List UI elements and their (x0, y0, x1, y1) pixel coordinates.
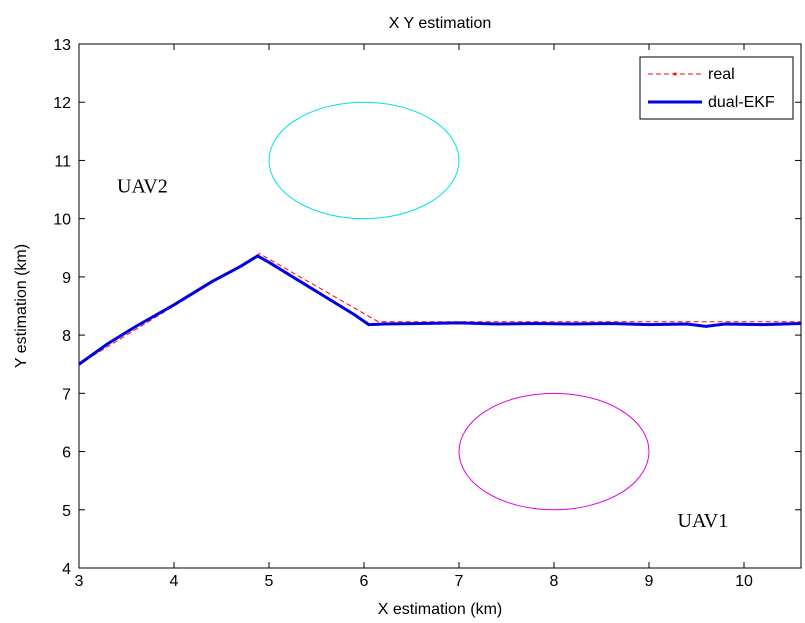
x-tick-label: 4 (170, 573, 179, 590)
x-axis-label: X estimation (km) (378, 601, 502, 618)
legend-dual-ekf-label: dual-EKF (708, 94, 775, 111)
annotations-layer: UAV2 UAV1 (117, 175, 728, 532)
x-tick-label: 5 (265, 573, 274, 590)
y-tick-label: 9 (62, 270, 71, 287)
annotation-uav2: UAV2 (117, 175, 168, 197)
x-tick-label: 9 (645, 573, 654, 590)
x-tick-label: 10 (735, 573, 753, 590)
y-tick-label: 4 (62, 561, 71, 578)
x-tick-label: 6 (360, 573, 369, 590)
y-tick-label: 5 (62, 503, 71, 520)
y-axis-label: Y estimation (km) (13, 244, 30, 368)
legend: real dual-EKF (639, 56, 794, 120)
shapes-layer (268, 101, 650, 511)
region-ellipse-2 (458, 392, 650, 511)
y-tick-label: 7 (62, 386, 71, 403)
y-tick-label: 8 (62, 328, 71, 345)
chart-title: X Y estimation (389, 15, 492, 32)
y-tick-label: 11 (54, 153, 71, 170)
annotation-uav1: UAV1 (678, 510, 729, 532)
y-tick-label: 13 (53, 37, 71, 54)
y-tick-label: 12 (53, 95, 71, 112)
region-ellipse-1 (268, 101, 460, 220)
legend-real-marker (673, 72, 677, 76)
series-layer (78, 253, 802, 366)
plot-area (78, 43, 802, 569)
series-line-dual-EKF (78, 254, 802, 366)
legend-box (639, 56, 794, 120)
x-tick-label: 8 (550, 573, 559, 590)
x-tick-label: 7 (455, 573, 464, 590)
y-tick-label: 6 (62, 445, 71, 462)
legend-real-label: real (708, 66, 735, 83)
x-tick-label: 3 (75, 573, 84, 590)
y-tick-label: 10 (53, 212, 71, 229)
